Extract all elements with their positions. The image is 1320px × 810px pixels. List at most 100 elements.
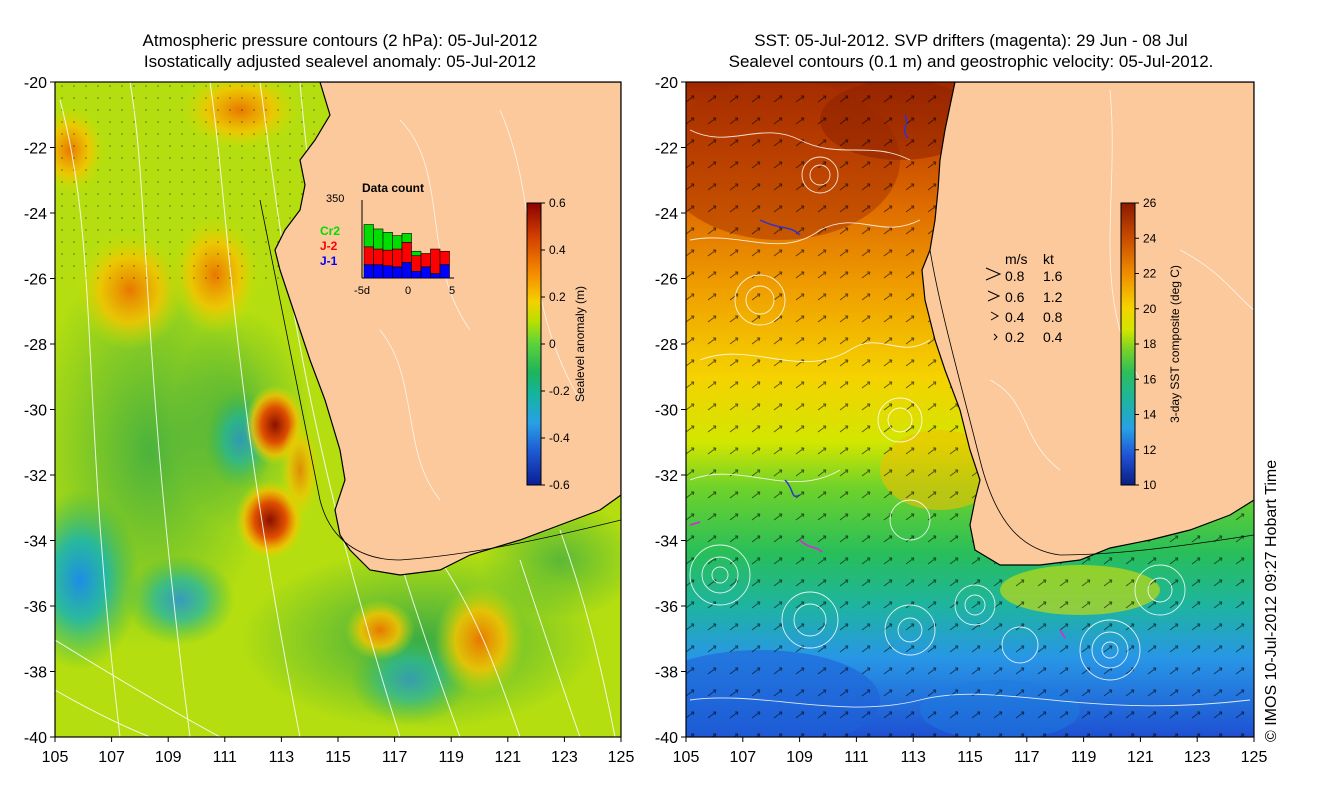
right-title: SST: 05-Jul-2012. SVP drifters (magenta)… (686, 30, 1256, 72)
right-ytick-label: -22 (655, 141, 678, 158)
velocity-ms-0: 0.8 (1005, 268, 1025, 284)
left-xtick-label: 115 (325, 749, 351, 766)
left-xtick-label: 123 (551, 749, 578, 766)
left-ytick-label: -38 (24, 665, 47, 682)
right-xtick-label: 119 (1071, 749, 1097, 766)
left-ytick-label: -26 (24, 272, 47, 289)
right-colorbar-tick-label: 24 (1143, 231, 1157, 245)
left-ytick-label: -22 (24, 141, 47, 158)
left-colorbar-gradient (526, 202, 542, 486)
right-ytick-label: -30 (655, 403, 678, 420)
left-ytick-label: -24 (24, 206, 47, 223)
left-ytick-label: -34 (24, 534, 47, 551)
right-xtick-label: 123 (1184, 749, 1211, 766)
right-title-line1: SST: 05-Jul-2012. SVP drifters (magenta)… (754, 31, 1188, 50)
right-land (921, 82, 1254, 566)
inset-bar-j2 (420, 253, 431, 268)
inset-x-label-mid: 0 (405, 285, 411, 297)
right-xtick-label: 125 (1241, 749, 1268, 766)
inset-legend-cr2: Cr2 (320, 224, 340, 238)
left-colorbar-tick-label: 0.4 (549, 243, 566, 257)
drifter-tracks (759, 114, 909, 497)
velocity-ms-3: 0.2 (1005, 329, 1025, 345)
velocity-header-kt: kt (1043, 251, 1054, 267)
right-colorbar-tick-label: 16 (1143, 372, 1157, 386)
right-colorbar-tick-label: 14 (1143, 408, 1157, 422)
velocity-arrow-06 (987, 290, 1001, 302)
left-xtick-label: 113 (269, 749, 295, 766)
right-ytick-label: -20 (655, 75, 678, 92)
left-ytick-label: -32 (24, 468, 47, 485)
inset-bar-cr2 (392, 235, 403, 250)
right-colorbar-tick-label: 22 (1143, 267, 1157, 281)
credit-note: © IMOS 10-Jul-2012 09:27 Hobart Time (1263, 459, 1280, 742)
left-colorbar-tick-label: -0.2 (549, 384, 570, 398)
left-colorbar-tick-label: 0 (549, 337, 556, 351)
inset-bar-j2 (382, 249, 393, 267)
data-count-inset: Data count 350 -5d 0 5 Cr2 J-2 J-1 (320, 181, 455, 297)
inset-bar-j1 (401, 262, 412, 279)
velocity-arrow-04 (990, 311, 1000, 321)
left-xtick-label: 121 (494, 749, 521, 766)
inset-legend-j1: J-1 (320, 254, 338, 268)
inset-bar-j1 (411, 271, 422, 279)
right-colorbar-tick-label: 12 (1143, 443, 1157, 457)
inset-bar-j1 (420, 266, 431, 279)
inset-bar-j2 (363, 246, 374, 265)
inset-bar-j2 (439, 250, 450, 265)
right-ytick-label: -34 (655, 534, 678, 551)
velocity-kt-1: 1.2 (1043, 289, 1063, 305)
left-ytick-label: -20 (24, 75, 47, 92)
left-colorbar: 0.6 0.4 0.2 0 -0.2 -0.4 -0.6 Sealevel anomaly … (526, 196, 587, 492)
right-ytick-label: -24 (655, 206, 678, 223)
inset-ymax-label: 350 (326, 193, 344, 205)
velocity-arrow-02 (993, 333, 998, 341)
inset-bar-j1 (392, 266, 403, 279)
velocity-kt-2: 0.8 (1043, 309, 1063, 325)
inset-bar-cr2 (401, 233, 412, 243)
inset-bar-j2 (430, 248, 441, 274)
velocity-header-ms: m/s (1005, 251, 1028, 267)
right-colorbar-tick-label: 10 (1143, 478, 1157, 492)
left-ytick-label: -28 (24, 337, 47, 354)
inset-bar-j1 (382, 265, 393, 279)
right-xtick-label: 105 (673, 749, 700, 766)
inset-bar-j1 (439, 264, 450, 279)
inset-bar-j2 (392, 248, 403, 268)
right-xtick-label: 117 (1014, 749, 1040, 766)
inset-bar-j1 (430, 273, 441, 279)
right-xtick-label: 109 (786, 749, 813, 766)
velocity-arrow-08 (985, 267, 1002, 281)
right-colorbar-label: 3-day SST composite (deg C) (1168, 265, 1182, 423)
left-colorbar-tick-label: 0.2 (549, 290, 566, 304)
left-axes: -20 -22 -24 -26 -28 -30 -32 -34 -36 -38 -40 105 107 1… (24, 75, 635, 766)
left-xtick-label: 117 (382, 749, 408, 766)
left-xtick-label: 109 (155, 749, 182, 766)
velocity-ms-1: 0.6 (1005, 289, 1025, 305)
right-xtick-label: 121 (1127, 749, 1154, 766)
left-title-line1: Atmospheric pressure contours (2 hPa): 0… (142, 31, 538, 50)
velocity-kt-0: 1.6 (1043, 268, 1063, 284)
left-title-line2: Isostatically adjusted sealevel anomaly:… (143, 52, 537, 71)
right-ytick-label: -28 (655, 337, 678, 354)
left-ytick-label: -30 (24, 403, 47, 420)
left-xtick-label: 105 (42, 749, 69, 766)
right-colorbar-tick-label: 18 (1143, 337, 1157, 351)
left-xtick-label: 107 (98, 749, 125, 766)
right-colorbar-tick-label: 20 (1143, 302, 1157, 316)
inset-bar-j2 (373, 248, 384, 265)
inset-bar-cr2 (382, 232, 393, 251)
right-colorbar: 26 24 22 20 18 16 14 12 10 3-day SST composite (… (1120, 196, 1182, 492)
left-map (55, 82, 621, 737)
right-ytick-label: -36 (655, 599, 678, 616)
inset-title: Data count (362, 181, 424, 195)
left-title: Atmospheric pressure contours (2 hPa): 0… (55, 30, 625, 72)
inset-x-label-end: 5 (449, 285, 455, 297)
left-colorbar-tick-label: -0.4 (549, 431, 570, 445)
right-ytick-label: -40 (655, 730, 678, 747)
left-ytick-label: -36 (24, 599, 47, 616)
inset-bar-cr2 (363, 224, 374, 248)
right-xtick-label: 113 (900, 749, 926, 766)
